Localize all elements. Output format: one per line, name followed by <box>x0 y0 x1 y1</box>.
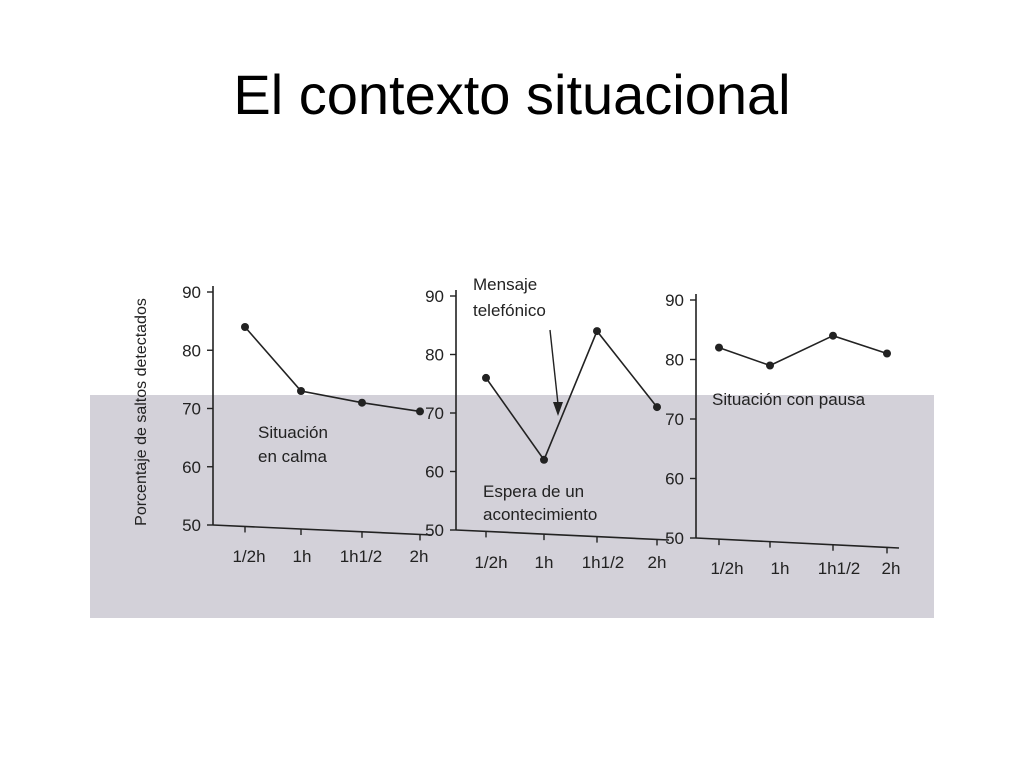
chart-1-x-tick-label: 1/2h <box>232 547 265 566</box>
chart-3-series-line <box>718 334 888 367</box>
chart-2-data-point <box>653 403 661 412</box>
chart-3-data-point <box>883 349 891 358</box>
chart-3-data-point <box>715 343 723 352</box>
chart-2-y-tick-label: 70 <box>425 404 444 423</box>
chart-1-data-point <box>358 398 366 407</box>
chart-1-annotation: en calma <box>258 447 328 466</box>
chart-3-data-point <box>766 361 774 370</box>
chart-2-data-point <box>593 327 601 336</box>
chart-2-annotation: telefónico <box>473 301 546 320</box>
chart-3-annotation: Situación con pausa <box>712 390 866 409</box>
chart-1-data-point <box>241 323 249 331</box>
message-arrow-shaft <box>549 329 559 405</box>
chart-2-annotation: Espera de un <box>483 482 584 501</box>
chart-2-x-tick-label: 1h1/2 <box>582 553 625 572</box>
chart-3-x-axis <box>695 537 900 549</box>
chart-2-x-axis <box>455 529 670 541</box>
chart-1-y-tick-label: 50 <box>182 516 201 535</box>
chart-3-y-tick-label: 90 <box>665 291 684 310</box>
chart-3-data-point <box>829 331 837 340</box>
chart-1-x-tick-label: 1h <box>293 547 312 566</box>
chart-2-series-line <box>485 329 658 462</box>
chart-1-y-tick-label: 90 <box>182 283 201 302</box>
chart-2-data-point <box>540 455 548 464</box>
chart-2-data-point <box>482 373 490 382</box>
chart-1-y-axis-label: Porcentaje de saltos detectados <box>133 298 150 526</box>
chart-3-y-tick-label: 50 <box>665 529 684 548</box>
chart-2-y-tick-label: 90 <box>425 287 444 306</box>
chart-1-y-tick-label: 70 <box>182 400 201 419</box>
chart-1-x-axis <box>212 524 433 536</box>
chart-2-y-tick-label: 80 <box>425 346 444 365</box>
chart-3-y-tick-label: 70 <box>665 410 684 429</box>
chart-3-x-tick-label: 2h <box>882 559 901 578</box>
chart-3-x-tick-label: 1/2h <box>710 559 743 578</box>
chart-1-x-tick-label: 1h1/2 <box>340 547 383 566</box>
message-arrow-head <box>553 402 563 416</box>
chart-2-x-tick-label: 1h <box>535 553 554 572</box>
chart-1-x-tick-label: 2h <box>410 547 429 566</box>
chart-3-y-tick-label: 60 <box>665 470 684 489</box>
chart-2-y-tick-label: 60 <box>425 463 444 482</box>
chart-3-x-tick-label: 1h1/2 <box>818 559 861 578</box>
chart-2-x-tick-label: 2h <box>648 553 667 572</box>
chart-1-data-point <box>416 407 424 416</box>
scanned-figure-band <box>90 395 934 618</box>
chart-1-series-line <box>244 326 421 413</box>
chart-3-y-tick-label: 80 <box>665 351 684 370</box>
chart-1-data-point <box>297 387 305 395</box>
chart-2-annotation: Mensaje <box>473 275 537 294</box>
chart-1-y-tick-label: 80 <box>182 341 201 360</box>
chart-2-annotation: acontecimiento <box>483 505 597 524</box>
chart-3-x-tick-label: 1h <box>771 559 790 578</box>
chart-2-y-tick-label: 50 <box>425 521 444 540</box>
chart-1-y-tick-label: 60 <box>182 458 201 477</box>
chart-2-x-tick-label: 1/2h <box>474 553 507 572</box>
chart-1-annotation: Situación <box>258 423 328 442</box>
slide-title: El contexto situacional <box>233 63 791 126</box>
